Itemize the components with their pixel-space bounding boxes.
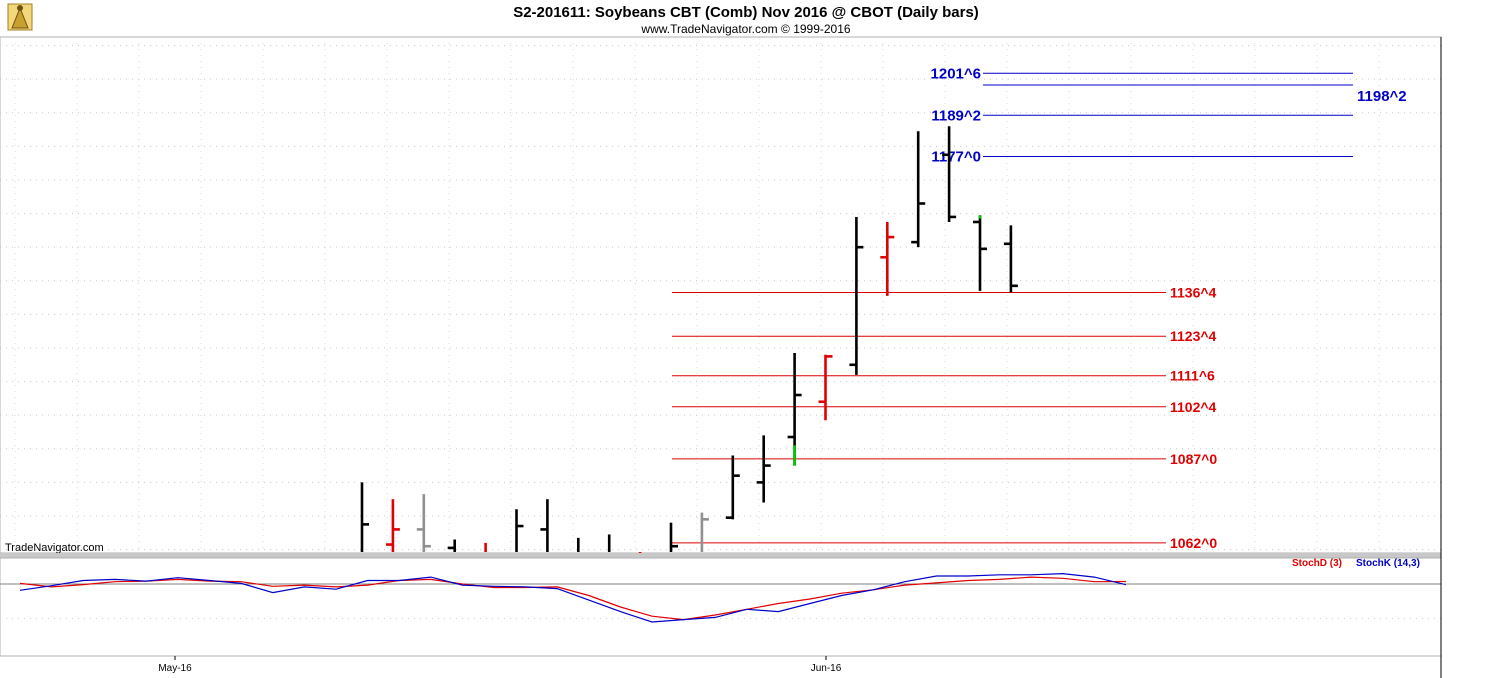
ohlc-bar	[787, 353, 802, 466]
trade-navigator-logo-icon	[7, 3, 33, 31]
ohlc-bar	[725, 455, 740, 520]
date-tick-label: Jun-16	[811, 663, 842, 674]
right-axis-band	[1441, 37, 1492, 678]
ohlc-bar	[700, 512, 709, 552]
stoch-series-line	[19, 572, 1127, 623]
chart-title: S2-201611: Soybeans CBT (Comb) Nov 2016 …	[513, 4, 979, 21]
legend-stochd: StochD (3)	[1292, 558, 1342, 569]
date-tick-label: May-16	[158, 663, 192, 674]
ohlc-bar	[880, 221, 895, 296]
stochastic-lines	[19, 572, 1127, 623]
level-label: 1102^4	[1170, 399, 1217, 415]
ohlc-bar	[849, 216, 864, 375]
ohlc-bar	[360, 482, 369, 552]
ohlc-bar	[756, 435, 771, 503]
header-band	[0, 0, 1492, 37]
legend-stochk: StochK (14,3)	[1356, 558, 1420, 569]
ohlc-bar	[540, 499, 549, 552]
level-label: 1087^0	[1170, 451, 1217, 467]
level-label: 1111^6	[1170, 368, 1215, 384]
level-label: 1123^4	[1170, 328, 1217, 344]
ohlc-bar	[911, 131, 926, 248]
ohlc-bar	[669, 522, 678, 552]
ohlc-bar	[385, 499, 400, 552]
price-pane	[0, 36, 1442, 554]
ohlc-bar	[973, 215, 987, 291]
ohlc-bar	[447, 539, 457, 552]
stoch-series-line	[19, 576, 1127, 621]
ohlc-bar	[416, 494, 431, 552]
ohlc-bar	[942, 126, 957, 222]
date-axis-band	[0, 656, 1441, 678]
level-label: 1201^6	[931, 65, 981, 82]
stochastic-legend: StochD (3) StochK (14,3)	[1292, 558, 1420, 569]
ohlc-bar	[818, 354, 833, 421]
stochastic-pane	[0, 557, 1442, 657]
level-label: 1198^2	[1357, 88, 1407, 105]
stochastic-grid	[0, 583, 1441, 619]
level-label: 1177^0	[931, 148, 981, 165]
level-label: 1062^0	[1170, 535, 1217, 551]
chart-subtitle: www.TradeNavigator.com © 1999-2016	[640, 22, 850, 36]
ohlc-bar	[515, 509, 524, 552]
price-levels: 1062^0 1087^0 1102^4 1111^6 1123^4 1136^4 1177…	[672, 65, 1407, 551]
price-grid	[0, 37, 1441, 553]
price-bars	[360, 126, 1018, 557]
date-axis: May-16 Jun-16	[158, 656, 842, 674]
ohlc-bar	[1003, 225, 1018, 293]
level-label: 1136^4	[1170, 285, 1217, 301]
watermark: TradeNavigator.com	[5, 542, 104, 554]
pane-separator[interactable]	[0, 553, 1492, 558]
level-label: 1189^2	[931, 107, 981, 124]
